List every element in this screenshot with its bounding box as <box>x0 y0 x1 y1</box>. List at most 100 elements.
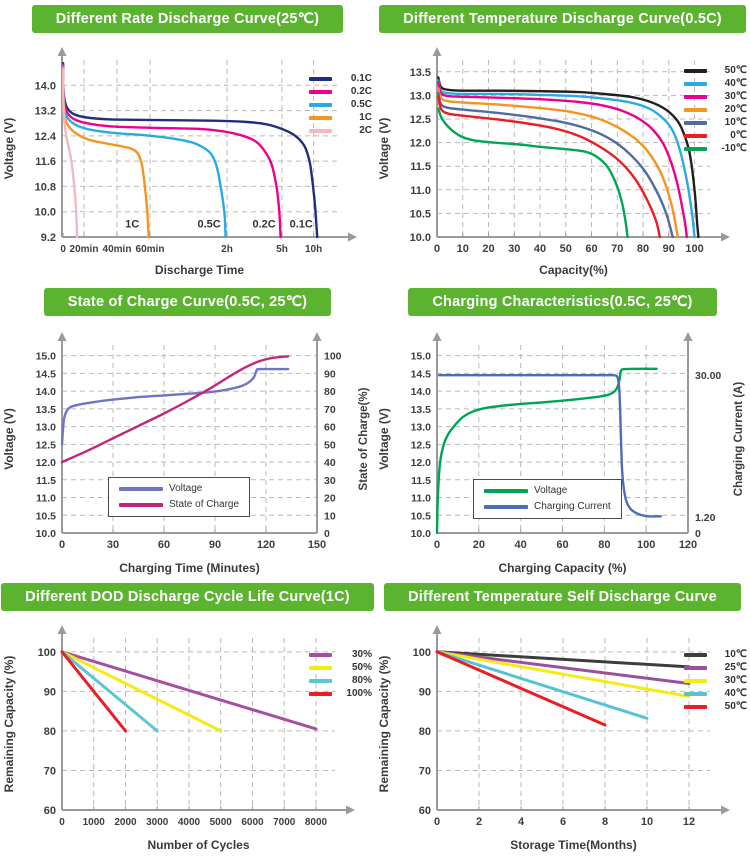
series-line-0.1c <box>61 62 319 239</box>
x-axis-label: Number of Cycles <box>147 838 249 852</box>
legend-swatch-icon <box>684 108 707 112</box>
x-tick-label: 4 <box>518 816 525 828</box>
legend-swatch-icon <box>119 487 163 491</box>
axis-arrow-icon <box>348 232 357 242</box>
y-tick-label: 14.5 <box>36 368 57 380</box>
chart-canvas: 0 20min 40min 60min 2h 5h 10h 9.2 10.0 10.8 11.6 12… <box>2 47 357 277</box>
x-tick-label: 3000 <box>146 817 169 828</box>
x-axis-label: Discharge Time <box>155 263 244 277</box>
x-tick-label: 120 <box>257 539 275 551</box>
legend-label: 50℃ <box>724 65 747 76</box>
y-tick-label: 13.5 <box>411 404 432 416</box>
legend-label: 25℃ <box>724 662 747 673</box>
chart-panel-5: Different DOD Discharge Cycle Life Curve… <box>0 578 375 857</box>
series-line-10 <box>437 91 674 239</box>
x-tick-label: 60min <box>136 244 165 255</box>
legend-label: 1C <box>359 112 372 123</box>
legend-swatch-icon <box>484 489 528 493</box>
legend-swatch-icon <box>309 679 332 683</box>
x-tick-label: 0 <box>434 243 440 255</box>
chart-panel-4: Charging Characteristics(0.5C, 25℃) 0 20 40… <box>375 283 750 578</box>
x-tick-label: 5000 <box>210 817 233 828</box>
y-tick-label: 15.0 <box>411 351 432 363</box>
y-tick-label: 12.5 <box>410 114 431 126</box>
legend-item: 30% <box>309 650 372 660</box>
series-line-50 <box>60 650 223 733</box>
x-tick-label: 8000 <box>305 817 328 828</box>
chart-title-banner: State of Charge Curve(0.5C, 25℃) <box>43 288 332 316</box>
legend-label: 40℃ <box>724 688 747 699</box>
chart-panel-1: Different Rate Discharge Curve(25℃) 0 20mi… <box>0 0 375 283</box>
legend-item: 50℃ <box>684 66 747 76</box>
right-tick-label: 30 <box>324 475 336 487</box>
right-tick-label: 60 <box>324 422 336 434</box>
right-tick-label: 70 <box>324 404 336 416</box>
right-tick-label: 0 <box>324 528 330 540</box>
series-line-40 <box>435 650 649 720</box>
legend-item: 1C <box>309 113 372 123</box>
chart-wrap: 0 20min 40min 60min 2h 5h 10h 9.2 10.0 10.8 11.6 12… <box>0 46 375 281</box>
chart-canvas: 0 20 40 60 80 100 120 10.0 10.5 11.0 11.5 12.0 12.5 1… <box>377 332 745 575</box>
series-line-30 <box>435 650 691 698</box>
x-tick-label: 60 <box>585 243 597 255</box>
y-tick-label: 13.2 <box>35 106 56 118</box>
legend-swatch-icon <box>309 77 332 81</box>
legend-label: 0.2C <box>350 86 372 97</box>
y-tick-label: 12.5 <box>36 439 57 451</box>
y-tick-label: 14.0 <box>36 386 57 398</box>
series-line-0.5c <box>61 65 227 239</box>
right-tick-label: 100 <box>324 351 342 363</box>
x-tick-label: 1000 <box>83 817 106 828</box>
x-tick-label: 10 <box>641 816 653 828</box>
curve-annotation: 0.2C <box>253 219 276 231</box>
legend-item: Voltage <box>119 484 239 494</box>
right-tick-label: 20 <box>324 493 336 505</box>
y-tick-label: 70 <box>419 765 431 777</box>
chart-legend: Voltage Charging Current <box>473 479 622 519</box>
y-tick-label: 90 <box>44 686 56 698</box>
legend-swatch-icon <box>484 505 528 509</box>
x-tick-label: 10h <box>305 244 322 255</box>
legend-item: 30℃ <box>684 92 747 102</box>
legend-item: -10℃ <box>684 144 747 154</box>
axis-arrow-icon <box>432 332 442 341</box>
legend-swatch-icon <box>684 121 707 125</box>
legend-swatch-icon <box>309 116 332 120</box>
legend-label: 0.5C <box>350 99 372 110</box>
x-tick-label: 100 <box>637 539 655 551</box>
legend-swatch-icon <box>684 82 707 86</box>
x-tick-label: 30 <box>107 539 119 551</box>
legend-swatch-icon <box>684 69 707 73</box>
legend-swatch-icon <box>684 692 707 696</box>
x-axis-label: Storage Time(Months) <box>510 838 636 852</box>
legend-item: 80% <box>309 676 372 686</box>
x-tick-label: 40min <box>103 244 132 255</box>
axis-arrow-icon <box>57 625 67 634</box>
legend-label: 0.1C <box>350 73 372 84</box>
chart-wrap: 0 30 60 90 120 150 10.0 10.5 11.0 11.5 12.0 12.5 13.… <box>0 329 375 579</box>
chart-legend: 30% 50% 80% 100% <box>309 650 372 699</box>
x-tick-label: 100 <box>685 243 703 255</box>
legend-item: Voltage <box>484 486 611 496</box>
chart-legend: 0.1C 0.2C 0.5C 1C 2C <box>309 74 372 136</box>
x-tick-label: 80 <box>637 243 649 255</box>
y-tick-label: 12.0 <box>36 457 57 469</box>
x-tick-label: 0 <box>60 244 66 255</box>
series-line-30 <box>437 81 688 239</box>
x-tick-label: 12 <box>683 816 695 828</box>
series-line-voltage <box>60 367 290 446</box>
x-tick-label: 4000 <box>178 817 201 828</box>
right-tick-label: 0 <box>695 528 701 540</box>
y-tick-label: 100 <box>413 647 431 659</box>
right-tick-label: 80 <box>324 386 336 398</box>
x-tick-label: 30 <box>508 243 520 255</box>
y-tick-label: 10.0 <box>411 528 432 540</box>
legend-item: 40℃ <box>684 689 747 699</box>
series-line-2c <box>61 68 79 239</box>
y-tick-label: 14.5 <box>411 368 432 380</box>
series-line-voltage <box>435 367 658 535</box>
x-tick-label: 0 <box>434 539 440 551</box>
legend-swatch-icon <box>309 653 332 657</box>
y-tick-label: 60 <box>419 805 431 817</box>
axis-arrow-icon <box>683 332 693 341</box>
